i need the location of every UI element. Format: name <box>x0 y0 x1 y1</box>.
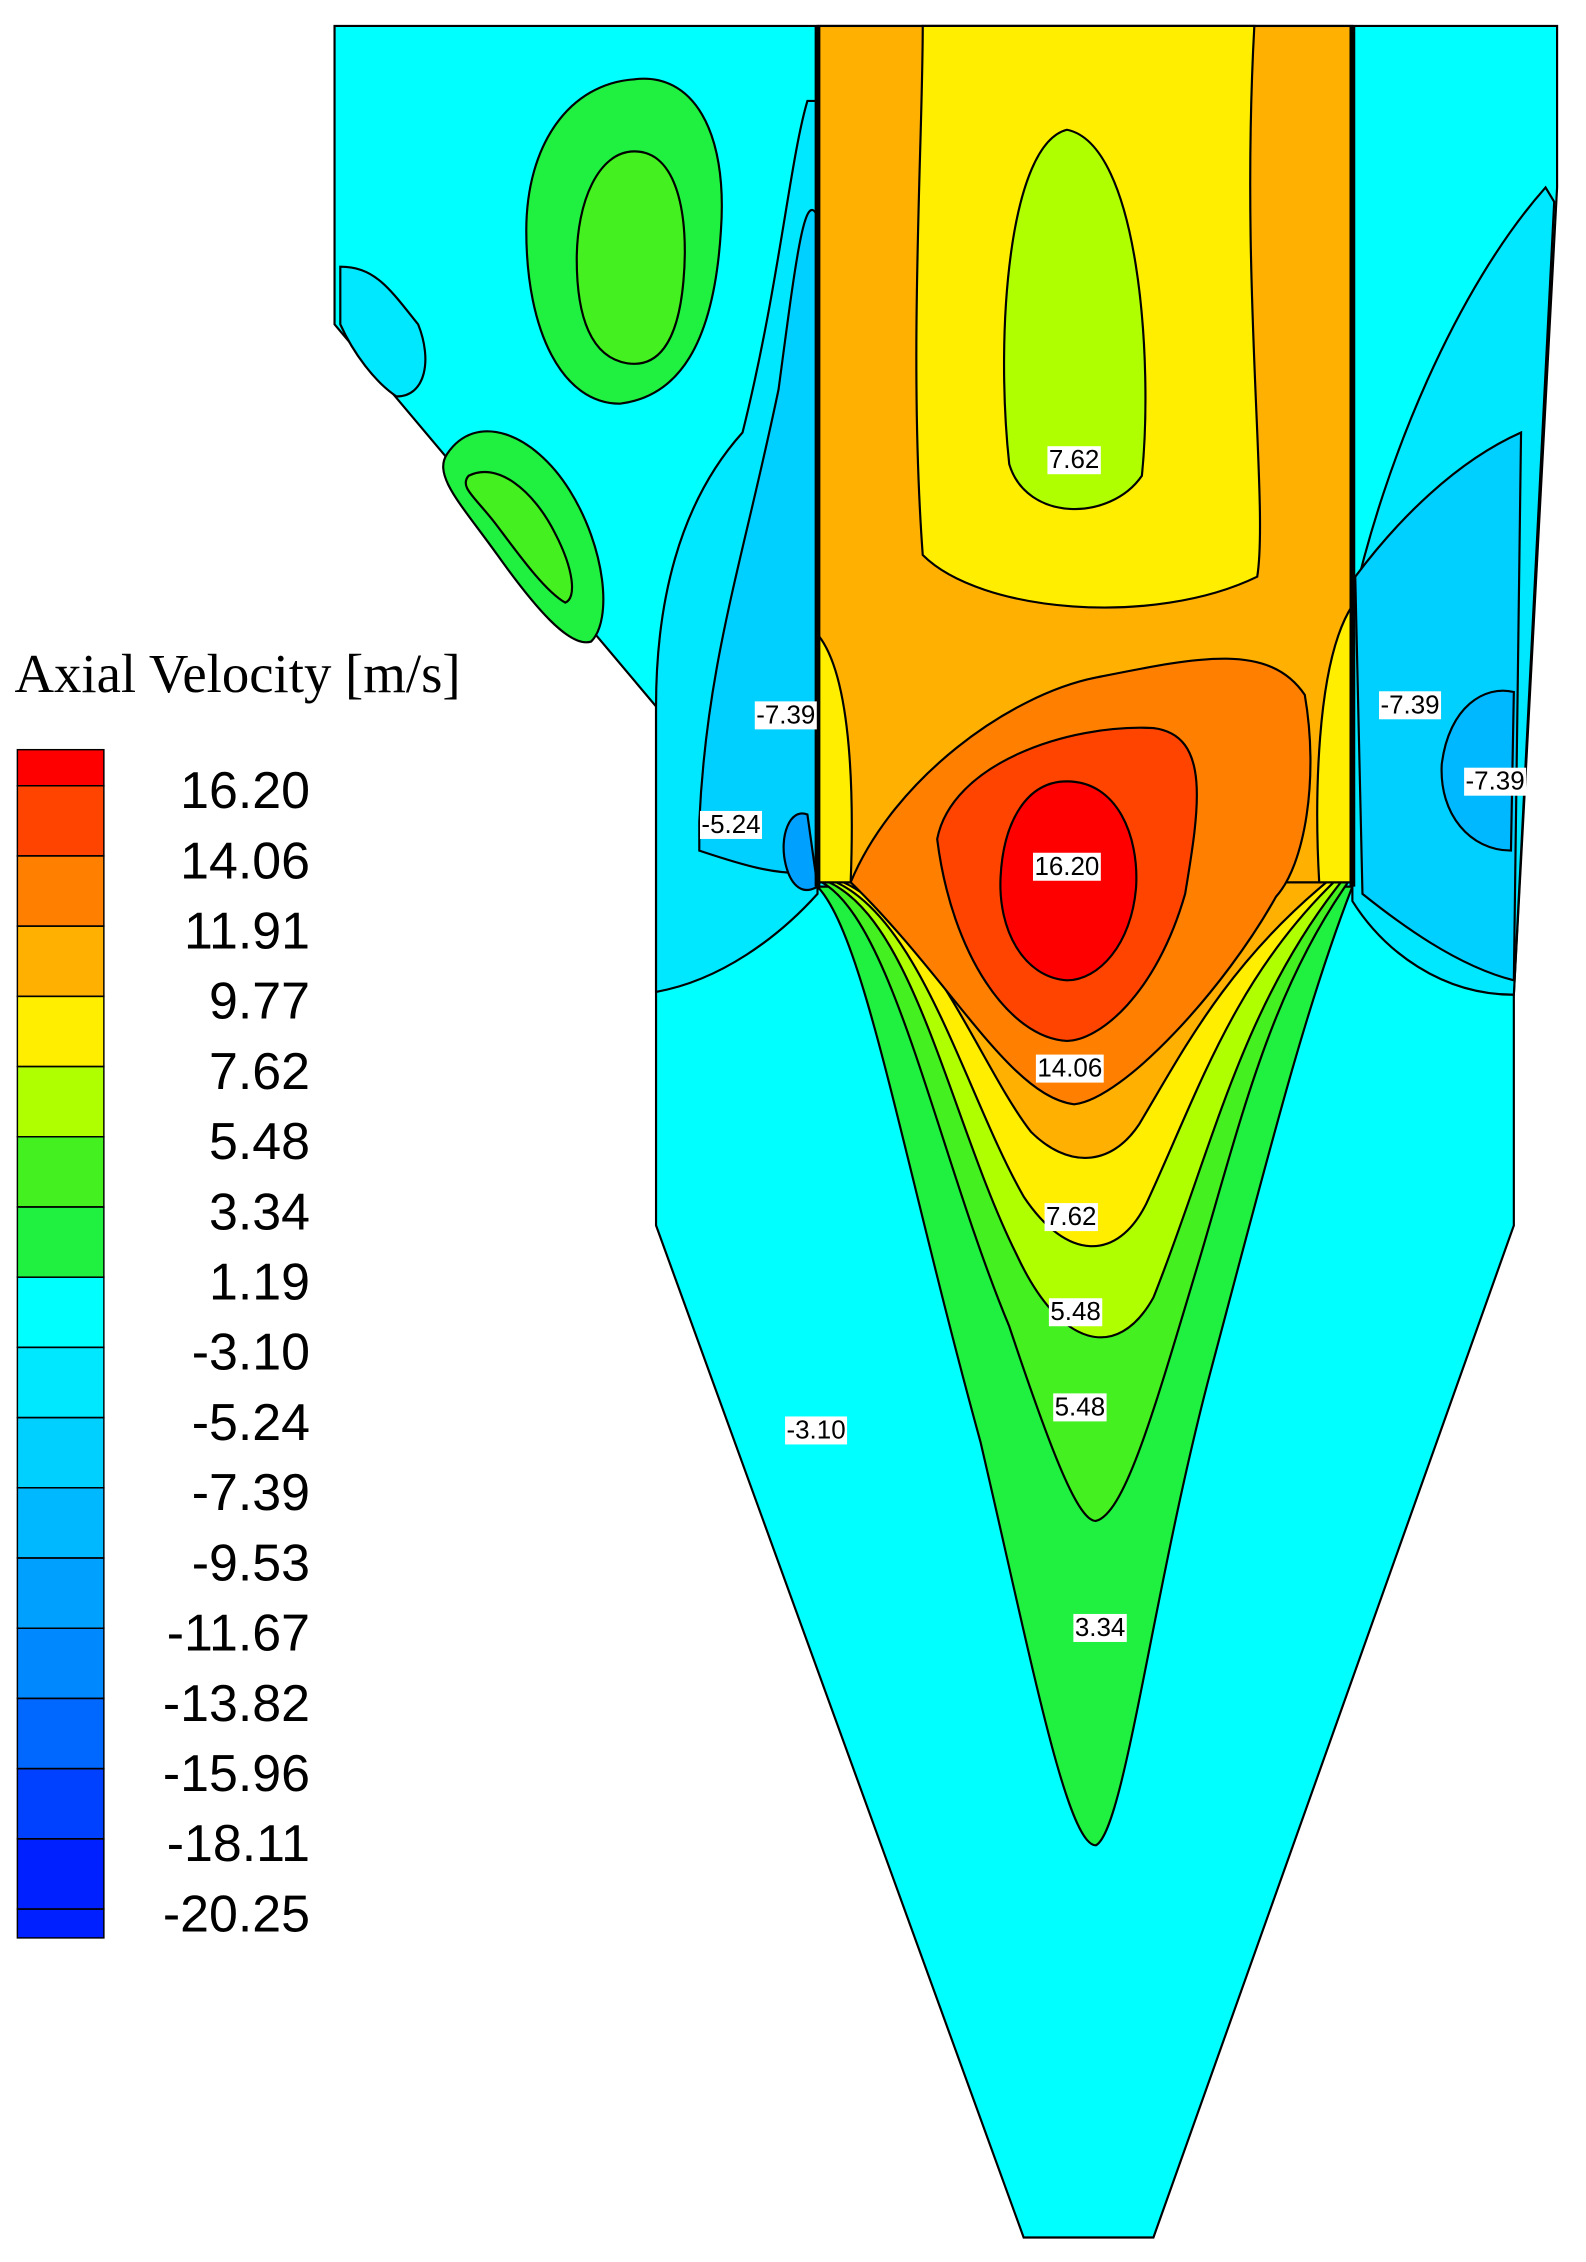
legend-swatch <box>16 1487 105 1559</box>
contour-label-bg <box>785 1416 848 1445</box>
contour-label: -7.39 <box>1380 691 1439 719</box>
legend-label: -5.24 <box>192 1393 310 1451</box>
legend-swatch <box>16 1838 105 1910</box>
legend-label: -3.10 <box>192 1323 310 1381</box>
legend-swatch <box>16 1908 105 1939</box>
contour-label: 7.62 <box>1049 446 1099 474</box>
contour-label: 16.20 <box>1034 853 1099 881</box>
contour-region <box>999 780 1138 982</box>
legend-label: -13.82 <box>163 1674 310 1732</box>
legend-label: -7.39 <box>192 1463 310 1521</box>
legend-swatch <box>16 1416 105 1489</box>
contour-labels: 7.62 -7.39 -7.39 -7.39 -5.24 16.20 14.06 7.62 5.… <box>700 446 1527 1642</box>
legend-swatch <box>16 1276 105 1349</box>
legend-swatch <box>16 925 105 998</box>
contour-label-bg <box>1048 1298 1103 1327</box>
contour-label-bg <box>1044 1203 1098 1232</box>
legend-swatch <box>16 784 105 857</box>
legend-label: -15.96 <box>163 1744 310 1802</box>
contour-region <box>1002 128 1147 511</box>
contour-label: 14.06 <box>1037 1055 1102 1083</box>
legend-label: 14.06 <box>180 831 310 889</box>
legend-swatch <box>16 1697 105 1770</box>
legend-label: 3.34 <box>209 1182 310 1240</box>
legend-title: Axial Velocity [m/s] <box>14 643 460 704</box>
legend-swatch <box>16 1065 105 1138</box>
contour-label-bg <box>1379 691 1442 720</box>
contour-field <box>333 24 1559 2239</box>
contour-region <box>339 265 427 398</box>
legend-swatch <box>16 1557 105 1629</box>
legend-label: 11.91 <box>184 901 310 959</box>
legend-label: -18.11 <box>167 1814 310 1872</box>
legend-swatch <box>16 1206 105 1278</box>
contour-label: 5.48 <box>1050 1298 1100 1326</box>
legend-swatch <box>16 1346 105 1419</box>
contour-region <box>816 631 853 884</box>
legend-swatch <box>16 748 105 787</box>
contour-label-bg <box>1464 767 1527 796</box>
legend-swatch <box>16 1627 105 1700</box>
legend-label: 5.48 <box>209 1112 310 1170</box>
contour-region <box>575 150 686 365</box>
contour-label: 7.62 <box>1046 1203 1096 1231</box>
legend-label: 7.62 <box>209 1042 310 1100</box>
contour-region <box>782 812 819 892</box>
contour-label: 5.48 <box>1055 1393 1105 1421</box>
legend-label: 16.20 <box>180 761 310 819</box>
contour-label: -5.24 <box>701 811 760 839</box>
legend: 16.20 14.06 11.91 9.77 7.62 5.48 3.34 1.19 -3.10… <box>16 748 310 1942</box>
contour-label-bg <box>700 810 763 839</box>
legend-label: -20.25 <box>163 1884 310 1942</box>
legend-swatch <box>16 1136 105 1208</box>
legend-label: -11.67 <box>167 1604 310 1662</box>
legend-swatch <box>16 855 105 927</box>
contour-label-bg <box>1047 446 1101 475</box>
contour-region <box>464 470 574 604</box>
legend-label: 1.19 <box>209 1253 310 1311</box>
contour-label-bg <box>1073 1613 1127 1642</box>
contour-label: 3.34 <box>1075 1614 1125 1642</box>
contour-region <box>1316 601 1354 884</box>
contour-label-bg <box>1053 1393 1107 1422</box>
contour-label-bg <box>754 701 817 730</box>
legend-label: -9.53 <box>192 1533 310 1591</box>
legend-swatch <box>16 995 105 1068</box>
legend-swatch <box>16 1767 105 1840</box>
contour-label: -7.39 <box>756 701 815 729</box>
legend-label: 9.77 <box>209 972 310 1030</box>
contour-label: -3.10 <box>787 1416 846 1444</box>
contour-label-bg <box>1035 1054 1104 1083</box>
contour-label: -7.39 <box>1466 768 1525 796</box>
contour-label-bg <box>1033 852 1101 881</box>
